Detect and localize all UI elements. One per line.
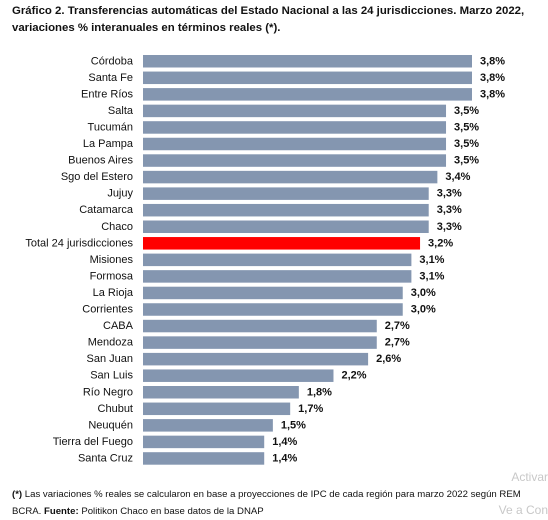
category-label-caba: CABA xyxy=(103,320,134,332)
bar-misiones xyxy=(143,253,412,267)
bar-mendoza xyxy=(143,336,377,349)
footnote-line-1: (*) Las variaciones % reales se calcular… xyxy=(12,486,546,503)
bar-catamarca xyxy=(143,203,429,217)
value-label-tucuman: 3,5% xyxy=(454,121,479,133)
source-label: Fuente: xyxy=(44,506,79,517)
category-label-la-pampa: La Pampa xyxy=(83,138,134,150)
value-label-la-rioja: 3,0% xyxy=(411,287,436,299)
activation-watermark-line-1: Activar xyxy=(511,470,548,484)
bar-tierra-del-fuego xyxy=(143,435,265,449)
bar-tucuman xyxy=(143,121,447,134)
footnote-marker: (*) xyxy=(12,489,23,500)
bar-chart: Córdoba 3,8% Santa Fe 3,8% Entre Ríos 3,8% Sal… xyxy=(25,55,505,465)
bar-corrientes xyxy=(143,303,403,316)
value-label-san-luis: 2,2% xyxy=(341,370,366,382)
category-label-san-luis: San Luis xyxy=(90,370,133,382)
category-label-tucuman: Tucumán xyxy=(88,121,133,133)
category-label-entre-rios: Entre Ríos xyxy=(81,88,133,100)
value-label-salta: 3,5% xyxy=(454,105,479,117)
value-label-entre-rios: 3,8% xyxy=(480,88,505,100)
category-label-rio-negro: Río Negro xyxy=(83,386,133,398)
value-label-cordoba: 3,8% xyxy=(480,55,505,67)
category-label-salta: Salta xyxy=(108,105,134,117)
bar-buenos-aires xyxy=(143,154,447,167)
category-label-catamarca: Catamarca xyxy=(79,204,134,216)
value-label-santa-cruz: 1,4% xyxy=(272,452,297,464)
bar-santa-fe xyxy=(143,71,472,85)
category-label-jujuy: Jujuy xyxy=(107,188,133,200)
value-label-formosa: 3,1% xyxy=(419,270,444,282)
category-label-santa-cruz: Santa Cruz xyxy=(78,452,133,464)
value-label-misiones: 3,1% xyxy=(419,254,444,266)
value-label-rio-negro: 1,8% xyxy=(307,386,332,398)
value-label-la-pampa: 3,5% xyxy=(454,138,479,150)
category-label-chubut: Chubut xyxy=(98,403,133,415)
bar-chaco xyxy=(143,220,429,233)
category-label-neuquen: Neuquén xyxy=(88,419,133,431)
bar-rio-negro xyxy=(143,386,299,399)
category-label-cordoba: Córdoba xyxy=(91,55,134,67)
chart-title: Gráfico 2. Transferencias automáticas de… xyxy=(12,5,525,34)
bar-santa-cruz xyxy=(143,452,265,465)
bar-total-24-jurisdicciones xyxy=(143,237,421,250)
value-label-corrientes: 3,0% xyxy=(411,304,436,316)
value-label-tierra-del-fuego: 1,4% xyxy=(272,436,297,448)
category-label-corrientes: Corrientes xyxy=(82,304,133,316)
bar-formosa xyxy=(143,270,412,283)
value-label-santa-fe: 3,8% xyxy=(480,72,505,84)
activation-watermark-line-2: Ve a Con xyxy=(498,503,548,517)
value-label-chaco: 3,3% xyxy=(437,221,462,233)
category-label-la-rioja: La Rioja xyxy=(93,287,134,299)
footnote-line-2: BCRA. Fuente: Politikon Chaco en base da… xyxy=(12,503,546,520)
bar-san-juan xyxy=(143,352,369,366)
category-label-chaco: Chaco xyxy=(101,221,133,233)
category-label-buenos-aires: Buenos Aires xyxy=(68,155,133,167)
bar-jujuy xyxy=(143,187,429,200)
bar-sgo-del-estero xyxy=(143,170,438,184)
value-label-caba: 2,7% xyxy=(385,320,410,332)
category-label-sgo-del-estero: Sgo del Estero xyxy=(61,171,133,183)
footnote: (*) Las variaciones % reales se calcular… xyxy=(12,486,546,520)
category-label-san-juan: San Juan xyxy=(87,353,133,365)
value-label-buenos-aires: 3,5% xyxy=(454,155,479,167)
value-label-sgo-del-estero: 3,4% xyxy=(445,171,470,183)
bar-entre-rios xyxy=(143,88,472,101)
bar-neuquen xyxy=(143,419,273,432)
footnote-bcra: BCRA. xyxy=(12,506,44,517)
bar-caba xyxy=(143,319,377,333)
category-label-total-24-jurisdicciones: Total 24 jurisdicciones xyxy=(25,237,133,249)
source-text: Politikon Chaco en base datos de la DNAP xyxy=(78,506,264,517)
category-label-misiones: Misiones xyxy=(90,254,134,266)
category-label-mendoza: Mendoza xyxy=(88,337,134,349)
value-label-catamarca: 3,3% xyxy=(437,204,462,216)
bar-san-luis xyxy=(143,369,334,382)
footnote-text: Las variaciones % reales se calcularon e… xyxy=(22,489,521,500)
category-label-tierra-del-fuego: Tierra del Fuego xyxy=(53,436,133,448)
value-label-mendoza: 2,7% xyxy=(385,337,410,349)
bar-salta xyxy=(143,104,447,118)
category-label-formosa: Formosa xyxy=(90,270,134,282)
value-label-total-24-jurisdicciones: 3,2% xyxy=(428,237,453,249)
bar-cordoba xyxy=(143,55,472,68)
value-label-chubut: 1,7% xyxy=(298,403,323,415)
bar-chubut xyxy=(143,402,291,416)
value-label-neuquen: 1,5% xyxy=(281,419,306,431)
bar-la-rioja xyxy=(143,286,403,300)
category-label-santa-fe: Santa Fe xyxy=(88,72,133,84)
bar-la-pampa xyxy=(143,137,447,151)
value-label-san-juan: 2,6% xyxy=(376,353,401,365)
value-label-jujuy: 3,3% xyxy=(437,188,462,200)
